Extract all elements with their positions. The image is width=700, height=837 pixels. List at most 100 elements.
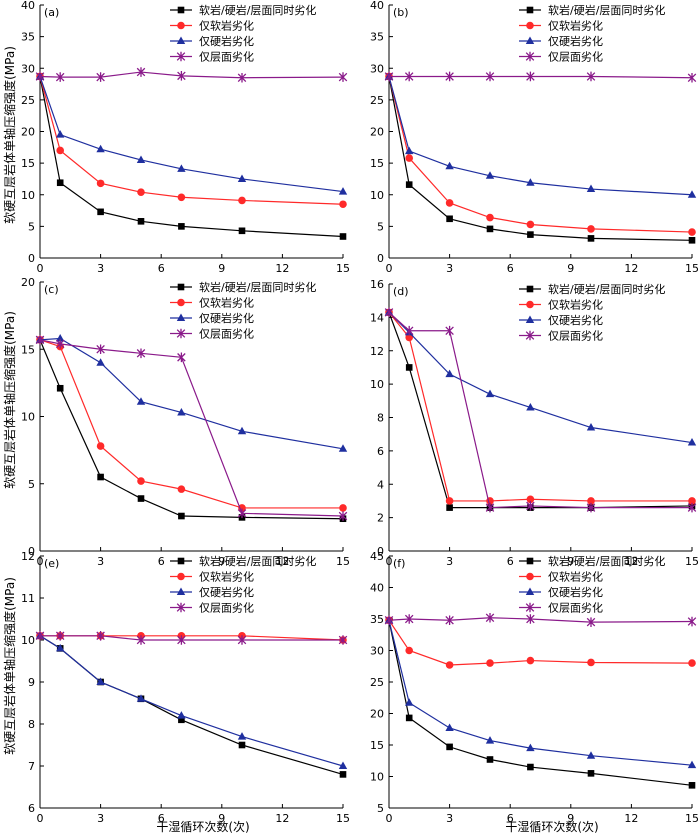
x-axis-title-left: 干湿循环次数(次) <box>156 819 249 834</box>
legend-marker-1 <box>526 285 534 293</box>
y-tick-label: 30 <box>370 62 384 75</box>
series-line-4 <box>389 75 693 79</box>
data-point-s3 <box>526 178 535 186</box>
data-point-s3 <box>687 438 697 446</box>
data-point-s1 <box>339 233 347 240</box>
legend-entry-1: 软岩/硬岩/层面同时劣化 <box>548 554 665 568</box>
data-point-s2 <box>339 504 347 512</box>
data-point-s2 <box>177 485 186 493</box>
data-point-s3 <box>96 358 105 366</box>
data-point-s4 <box>526 614 535 624</box>
x-tick-label: 0 <box>37 262 44 275</box>
y-tick-label: 35 <box>370 613 384 626</box>
x-tick-label: 0 <box>386 262 393 275</box>
data-point-s3 <box>687 760 697 769</box>
data-point-s1 <box>527 231 534 238</box>
y-tick-label: 0 <box>377 252 384 265</box>
legend-entry-4: 仅层面劣化 <box>548 601 603 615</box>
data-point-s1 <box>688 236 696 244</box>
data-point-s2 <box>405 154 414 162</box>
x-tick-label: 6 <box>507 555 514 568</box>
data-point-s2 <box>137 188 145 197</box>
x-tick-label: 15 <box>685 812 699 825</box>
y-tick-label: 35 <box>21 31 35 44</box>
legend-entry-3: 仅硬岩劣化 <box>548 34 603 48</box>
data-point-s2 <box>177 193 186 202</box>
series-line-2 <box>388 76 693 233</box>
legend-marker-3 <box>525 587 535 595</box>
y-axis-title-middle: 软硬互层岩体单轴压缩强度(MPa) <box>2 311 17 489</box>
data-point-s4 <box>136 635 146 645</box>
legend-entry-3: 仅硬岩劣化 <box>199 585 254 599</box>
data-point-s3 <box>526 743 535 752</box>
data-point-s4 <box>177 71 186 81</box>
panel-f: 0 3 6 9 12 15 5 10 15 20 25 30 35 40 45 (f) 软岩/硬岩/层面同时劣化… <box>370 550 699 825</box>
y-tick-label: 10 <box>21 634 35 647</box>
legend-entry-1: 软岩/硬岩/层面同时劣化 <box>548 282 665 296</box>
data-point-s4 <box>136 348 146 359</box>
data-point-s4 <box>55 72 65 82</box>
data-point-s2 <box>405 333 414 342</box>
data-point-s1 <box>137 495 145 502</box>
y-axis-title-upper: 软硬互层岩体单轴压缩强度(MPa) <box>2 46 17 224</box>
data-point-s1 <box>405 714 413 722</box>
legend-marker-1 <box>177 6 185 14</box>
x-tick-label: 0 <box>386 812 393 825</box>
x-tick-label: 12 <box>275 555 289 568</box>
data-point-s2 <box>445 199 454 207</box>
y-tick-label: 45 <box>370 550 384 563</box>
x-tick-label: 6 <box>158 262 165 275</box>
data-point-s1 <box>587 235 595 242</box>
legend-marker-1 <box>526 6 534 14</box>
series-line-4 <box>39 71 344 79</box>
data-point-s4 <box>384 615 394 626</box>
data-point-s4 <box>338 511 348 521</box>
data-point-s4 <box>586 617 596 627</box>
series-line-1 <box>388 312 693 509</box>
data-point-s2 <box>526 495 535 504</box>
data-point-s3 <box>687 190 697 198</box>
data-point-s1 <box>446 743 453 751</box>
data-point-s3 <box>177 164 186 172</box>
data-point-s4 <box>96 631 105 641</box>
data-point-s3 <box>96 144 105 153</box>
data-point-s1 <box>486 756 494 763</box>
y-tick-label: 30 <box>21 62 35 75</box>
legend-marker-2 <box>177 21 185 30</box>
y-tick-label: 25 <box>370 94 384 107</box>
data-point-s2 <box>486 213 494 222</box>
data-point-s4 <box>526 71 535 82</box>
data-point-s3 <box>338 761 348 769</box>
legend-entry-2: 仅软岩劣化 <box>199 570 254 584</box>
panel-label: (e) <box>44 557 59 570</box>
data-point-s1 <box>446 504 453 511</box>
y-tick-label: 9 <box>28 676 35 689</box>
panel-b: 0 3 6 9 12 15 0 5 10 15 20 25 30 35 40 (b) 软岩/硬岩/层面同时劣化仅… <box>370 0 699 275</box>
y-tick-label: 20 <box>21 126 35 139</box>
y-tick-label: 0 <box>28 252 35 265</box>
legend-marker-3 <box>176 36 186 44</box>
legend-marker-4 <box>176 51 186 62</box>
data-point-s1 <box>56 179 64 187</box>
legend-entry-4: 仅层面劣化 <box>199 601 254 615</box>
legend-entry-2: 仅软岩劣化 <box>548 570 603 584</box>
x-tick-label: 9 <box>567 812 574 825</box>
y-tick-label: 16 <box>370 278 384 291</box>
data-point-s1 <box>178 716 185 724</box>
data-point-s4 <box>445 71 454 82</box>
y-tick-label: 0 <box>28 545 35 558</box>
data-point-s4 <box>96 72 105 82</box>
series-line-3 <box>39 337 344 450</box>
data-point-s2 <box>96 179 105 188</box>
data-point-s2 <box>526 220 535 229</box>
data-point-s4 <box>237 635 247 645</box>
data-point-s4 <box>404 614 414 624</box>
y-tick-label: 6 <box>28 802 35 815</box>
y-tick-label: 15 <box>370 739 384 752</box>
data-point-s1 <box>178 512 185 520</box>
series-line-3 <box>388 76 693 196</box>
y-tick-label: 4 <box>377 478 384 491</box>
data-point-s3 <box>445 161 454 170</box>
data-point-s3 <box>237 174 247 182</box>
